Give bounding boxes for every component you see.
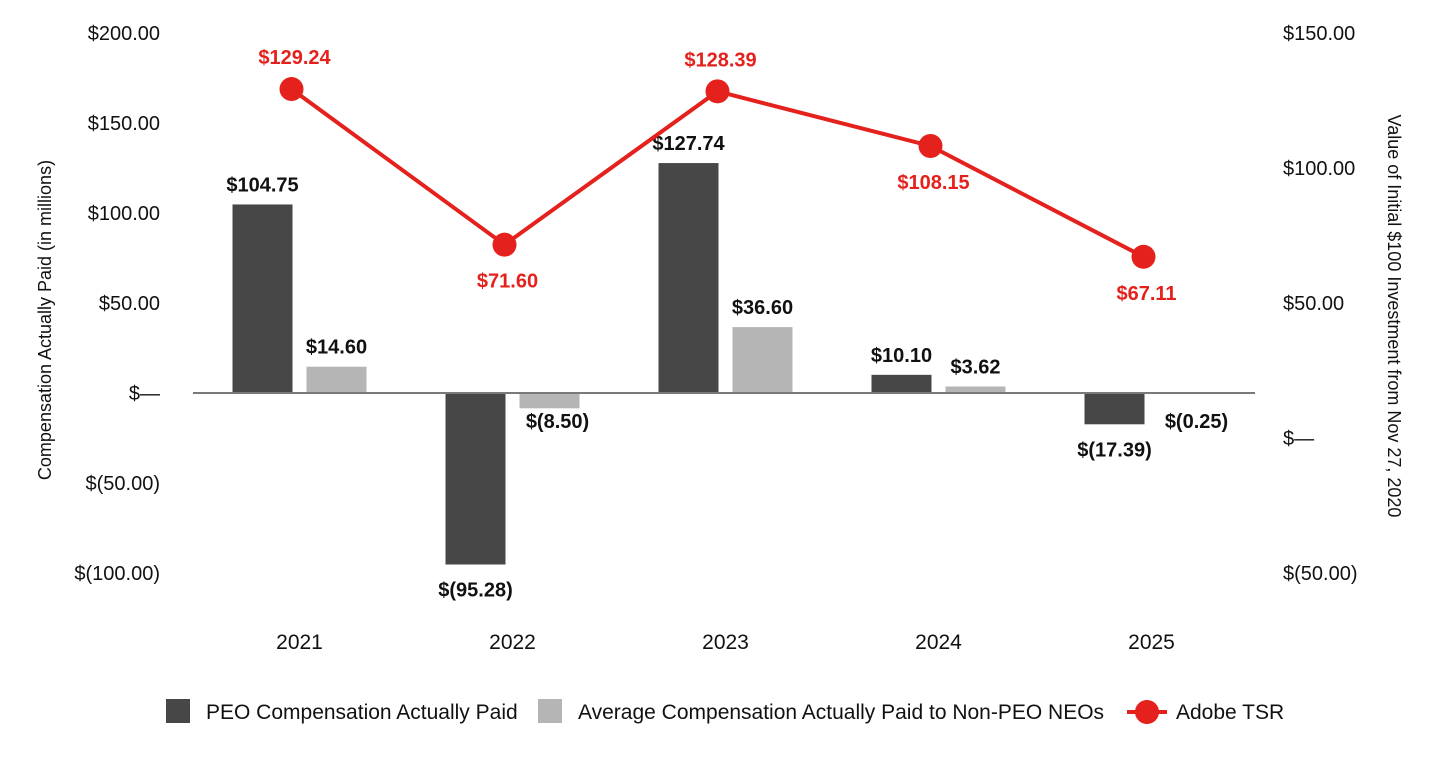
tsr-data-label: $129.24 [258,47,331,69]
legend-swatch-peo [166,699,190,723]
bar-data-label: $(17.39) [1077,439,1152,461]
bar-data-label: $(8.50) [526,411,589,433]
category-label: 2022 [489,631,536,654]
category-label: 2021 [276,631,323,654]
tsr-point-2022 [492,232,517,257]
legend-swatch-neo [538,699,562,723]
right-tick-label: $50.00 [1283,293,1344,315]
tsr-point-2024 [918,133,943,158]
category-label: 2025 [1128,631,1175,654]
bar-data-label: $(0.25) [1165,411,1228,433]
legend: PEO Compensation Actually Paid Average Co… [166,699,1284,724]
bar-data-label: $104.75 [226,174,298,196]
right-axis-ticks: $150.00 $100.00 $50.00 $— $(50.00) [1283,23,1358,585]
bar-data-label: $36.60 [732,297,793,319]
category-label: 2024 [915,631,962,654]
left-tick-label: $(100.00) [74,563,160,585]
tsr-data-label: $67.11 [1116,283,1176,305]
left-tick-label: $200.00 [88,23,160,45]
bar-peo-2022 [445,393,506,565]
bar-data-labels: $104.75 $(95.28) $127.74 $10.10 $(17.39) $14.… [226,133,1228,601]
bar-data-label: $10.10 [871,345,932,367]
tsr-point-2025 [1131,244,1156,269]
legend-label-neo: Average Compensation Actually Paid to No… [578,701,1104,724]
bar-neo-2023 [732,327,793,393]
bar-neo-2022 [519,393,580,409]
left-tick-label: $150.00 [88,113,160,135]
right-tick-label: $100.00 [1283,158,1355,180]
right-tick-label: $(50.00) [1283,563,1358,585]
bar-peo-2025 [1084,393,1145,425]
bar-peo-2021 [232,204,293,393]
left-tick-label: $(50.00) [86,473,161,495]
bar-neo-2024 [945,386,1006,393]
bar-data-label: $14.60 [306,337,367,359]
left-axis-title: Compensation Actually Paid (in millions) [35,160,55,480]
left-tick-label: $— [129,383,160,405]
category-labels: 2021 2022 2023 2024 2025 [276,631,1175,654]
bar-data-label: $(95.28) [438,580,513,602]
bar-data-label: $3.62 [950,356,1000,378]
legend-label-peo: PEO Compensation Actually Paid [206,701,518,724]
tsr-line-series: $129.24 $71.60 $128.39 $108.15 $67.11 [258,47,1176,305]
left-tick-label: $50.00 [99,293,160,315]
bars [232,163,1219,565]
right-axis-title: Value of Initial $100 Investment from No… [1384,115,1404,518]
tsr-point-2023 [705,79,730,104]
tsr-data-label: $128.39 [684,49,756,71]
left-tick-label: $100.00 [88,203,160,225]
bar-peo-2023 [658,163,719,393]
bar-neo-2021 [306,366,367,393]
bar-data-label: $127.74 [652,133,725,155]
category-label: 2023 [702,631,749,654]
tsr-point-2021 [279,77,304,102]
legend-label-tsr: Adobe TSR [1176,701,1284,724]
left-axis-ticks: $200.00 $150.00 $100.00 $50.00 $— $(50.00) $(1… [74,23,160,585]
bar-peo-2024 [871,374,932,393]
tsr-data-label: $71.60 [477,271,538,293]
legend-marker-tsr [1135,700,1159,724]
right-tick-label: $150.00 [1283,23,1355,45]
tsr-data-label: $108.15 [897,172,969,194]
right-tick-label: $— [1283,428,1314,450]
